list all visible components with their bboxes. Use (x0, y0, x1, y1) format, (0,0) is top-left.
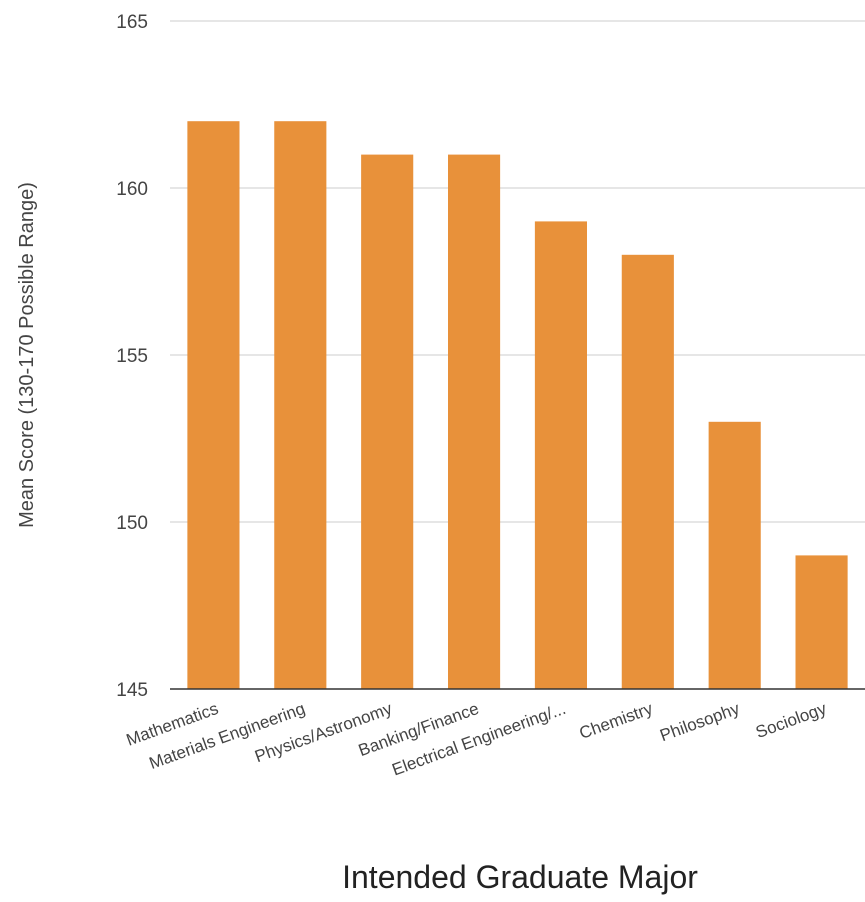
y-tick-label: 150 (116, 513, 148, 534)
y-tick-label: 145 (116, 680, 148, 701)
bar (534, 221, 587, 689)
bar (274, 121, 327, 689)
y-tick-label: 160 (116, 179, 148, 200)
bars (187, 121, 848, 690)
y-axis-label: Mean Score (130-170 Possible Range) (16, 182, 38, 528)
bar (621, 254, 674, 690)
x-tick-label: Sociology (753, 699, 829, 742)
y-axis-ticks: 145 150 155 160 165 (116, 12, 148, 701)
bar (795, 555, 848, 689)
x-axis-label: Intended Graduate Major (342, 859, 698, 895)
bar (187, 121, 240, 689)
bar (361, 154, 414, 690)
bar (448, 154, 501, 690)
bar (708, 421, 761, 689)
x-tick-label: Chemistry (577, 699, 656, 743)
y-tick-label: 165 (116, 12, 148, 33)
x-tick-label: Philosophy (657, 699, 742, 745)
y-tick-label: 155 (116, 346, 148, 367)
